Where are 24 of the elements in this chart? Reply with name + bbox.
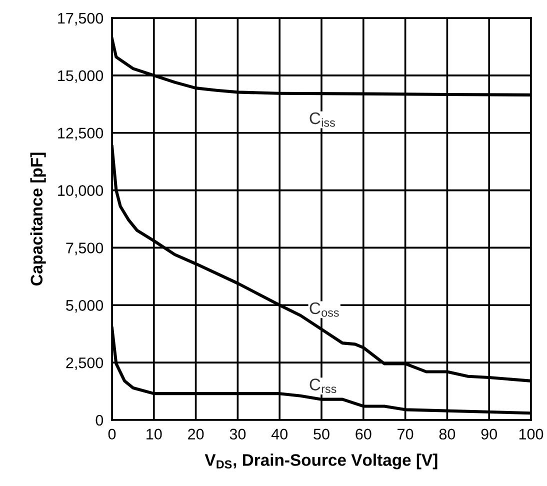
y-tick-label: 17,500 bbox=[58, 12, 104, 26]
x-axis-title: V$_{DS}$, Drain-Source Voltage [V] bbox=[204, 454, 438, 470]
x-tick-label: 40 bbox=[271, 428, 288, 440]
y-tick-label: 12,500 bbox=[58, 128, 104, 140]
y-tick-label: 7,500 bbox=[66, 242, 104, 256]
y-tick-label: 10,000 bbox=[58, 185, 104, 198]
x-tick-label: 100 bbox=[519, 428, 544, 440]
x-tick-label: 20 bbox=[188, 428, 204, 440]
x-tick-label: 10 bbox=[146, 428, 162, 440]
x-tick-label: 70 bbox=[398, 428, 414, 440]
series-label: C$_{rss}$ bbox=[310, 378, 336, 394]
y-tick-label: 15,000 bbox=[58, 70, 104, 83]
x-tick-label: 50 bbox=[314, 428, 330, 440]
x-tick-label: 60 bbox=[356, 428, 372, 440]
x-tick-label: 30 bbox=[230, 428, 246, 440]
y-axis-title: Capacitance [pF] bbox=[30, 152, 46, 286]
y-tick-label: 0 bbox=[96, 414, 104, 426]
x-tick-label: 80 bbox=[439, 428, 456, 440]
y-tick-label: 5,000 bbox=[66, 300, 104, 313]
series-label: C$_{iss}$ bbox=[310, 112, 335, 127]
x-tick-label: 0 bbox=[108, 428, 116, 440]
series-label: C$_{oss}$ bbox=[310, 302, 339, 317]
y-tick-label: 2,500 bbox=[66, 357, 104, 370]
x-tick-label: 90 bbox=[481, 428, 497, 440]
